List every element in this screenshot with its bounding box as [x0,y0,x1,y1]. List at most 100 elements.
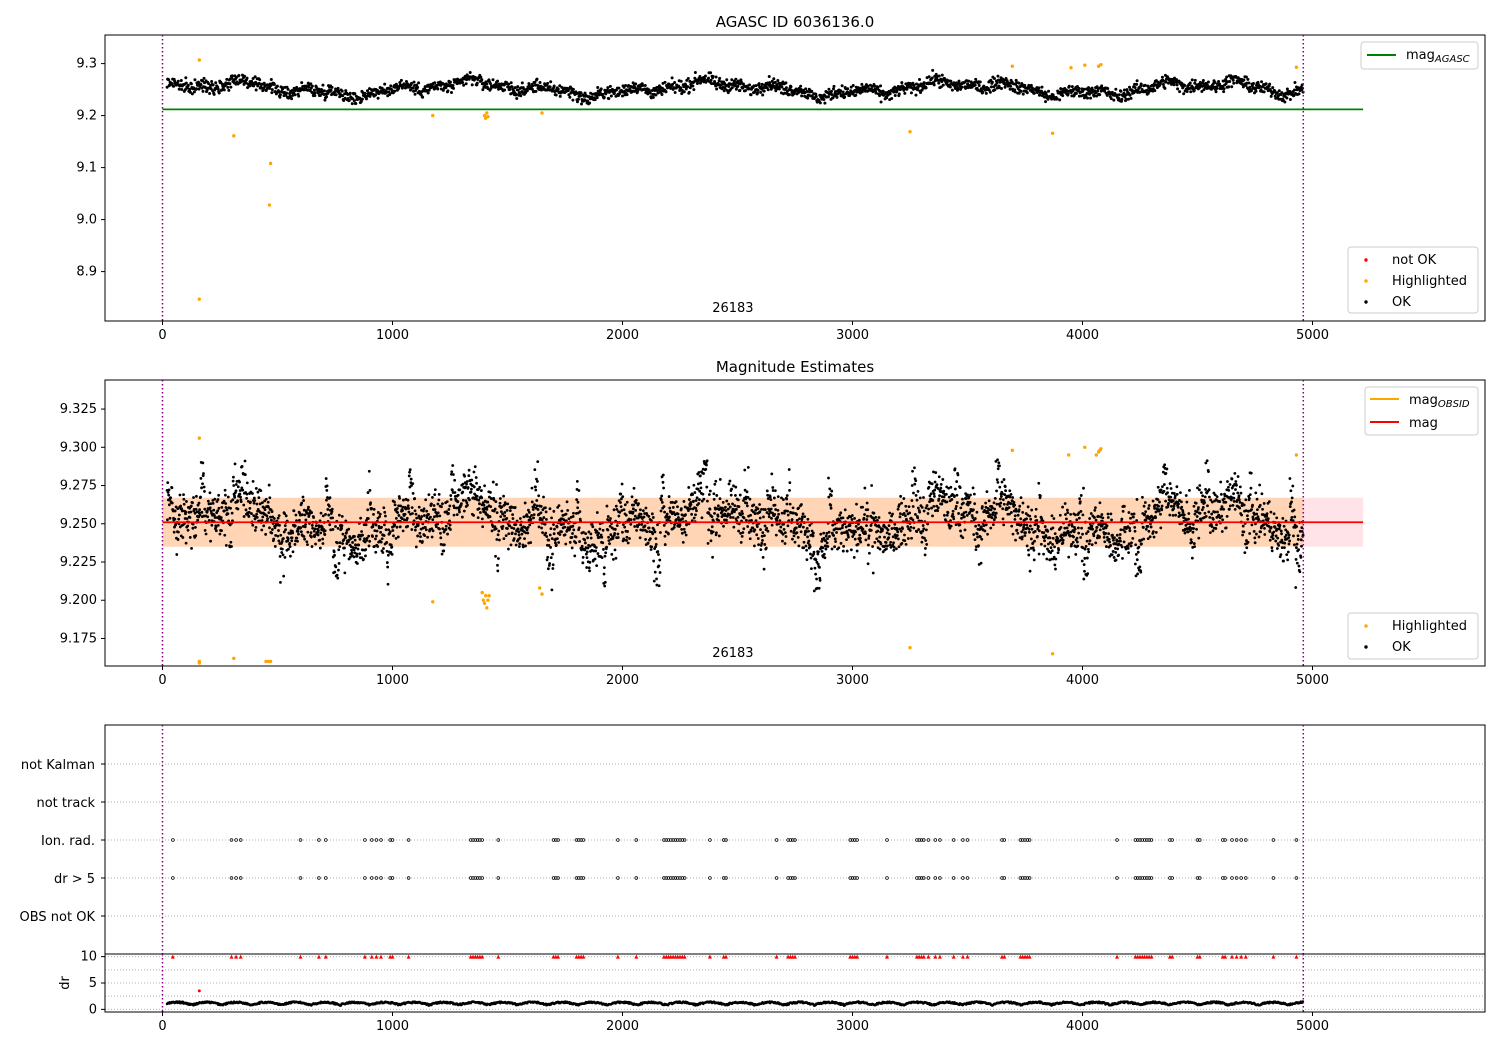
ok-point [296,530,300,533]
ok-point [393,89,397,93]
ok-point [609,94,613,98]
ok-point [216,498,220,501]
ok-point [238,480,241,484]
ok-point [291,550,295,554]
ok-point [657,584,661,588]
ok-point [571,532,574,535]
ok-point [283,524,287,528]
ok-point [387,90,391,94]
ok-point [617,514,621,518]
ok-point [196,503,200,507]
ok-point [780,496,783,500]
ok-point [476,516,480,520]
ok-point [800,94,804,98]
ok-point [380,525,383,529]
ok-point [477,488,480,491]
ok-point [505,508,509,512]
ok-point [817,586,821,590]
ok-point [601,528,605,532]
ok-point [345,531,348,535]
ok-point [433,488,437,492]
ok-point [343,546,346,550]
ok-point [634,498,638,502]
ok-point [534,485,537,489]
ok-point [550,516,553,520]
ok-point [242,503,246,507]
ok-point [912,491,915,495]
ok-point [273,526,277,530]
ok-point [951,512,955,516]
ok-point [1028,569,1032,573]
ok-point [243,74,247,78]
ok-point [238,492,242,496]
ok-point [436,511,440,515]
ok-point [586,546,590,550]
ok-point [329,528,333,532]
ok-point [606,528,610,532]
ok-point [270,510,274,513]
ok-point [672,511,676,514]
ok-point [765,489,769,493]
ok-point [612,508,616,512]
ok-point [602,547,605,551]
ok-point [451,491,455,494]
ok-point [321,83,325,87]
ok-point [718,497,722,501]
ok-point [709,71,713,75]
ok-point [372,513,375,516]
ok-point [731,516,735,519]
ok-point [879,542,883,546]
ok-point [534,488,538,492]
ok-point [738,493,742,497]
ok-point [971,486,975,490]
ok-point [681,517,685,521]
ok-point [848,524,852,527]
ok-point [758,510,762,514]
ok-point [812,589,816,593]
ok-point [610,552,614,556]
ok-point [924,506,928,510]
ok-point [1163,86,1167,90]
ok-point [806,96,810,100]
ok-point [893,93,897,97]
y-tick-label: 9.1 [76,161,97,176]
ok-point [194,87,198,91]
ok-point [791,537,794,541]
ok-point [707,512,711,515]
ok-point [182,502,186,506]
ok-point [684,513,687,517]
ok-point [213,516,217,519]
ok-point [948,85,952,89]
ok-point [578,510,582,514]
ok-point [801,525,805,529]
ok-point [281,553,285,557]
ok-point [382,506,386,510]
ok-point [687,498,691,501]
ok-point [895,547,898,551]
ok-point [1027,553,1031,557]
ok-point [845,549,849,553]
ok-point [448,523,452,527]
ok-point [516,85,520,89]
ok-point [564,512,568,516]
ok-point [175,553,179,556]
ok-point [792,534,796,538]
ok-point [871,545,875,548]
ok-point [362,557,365,561]
ok-point [607,97,611,101]
ok-point [743,488,747,492]
ok-point [774,508,778,511]
ok-point [947,486,950,490]
ok-point [533,80,537,84]
ok-point [554,543,558,547]
ok-point [988,90,992,94]
ok-point [710,525,714,529]
ok-point [545,535,549,538]
ok-point [277,529,280,532]
ok-point [967,495,971,499]
ok-point [927,507,931,511]
ok-point [707,528,711,532]
ok-point [539,504,543,508]
ok-point [933,480,937,484]
ok-point [927,75,931,79]
